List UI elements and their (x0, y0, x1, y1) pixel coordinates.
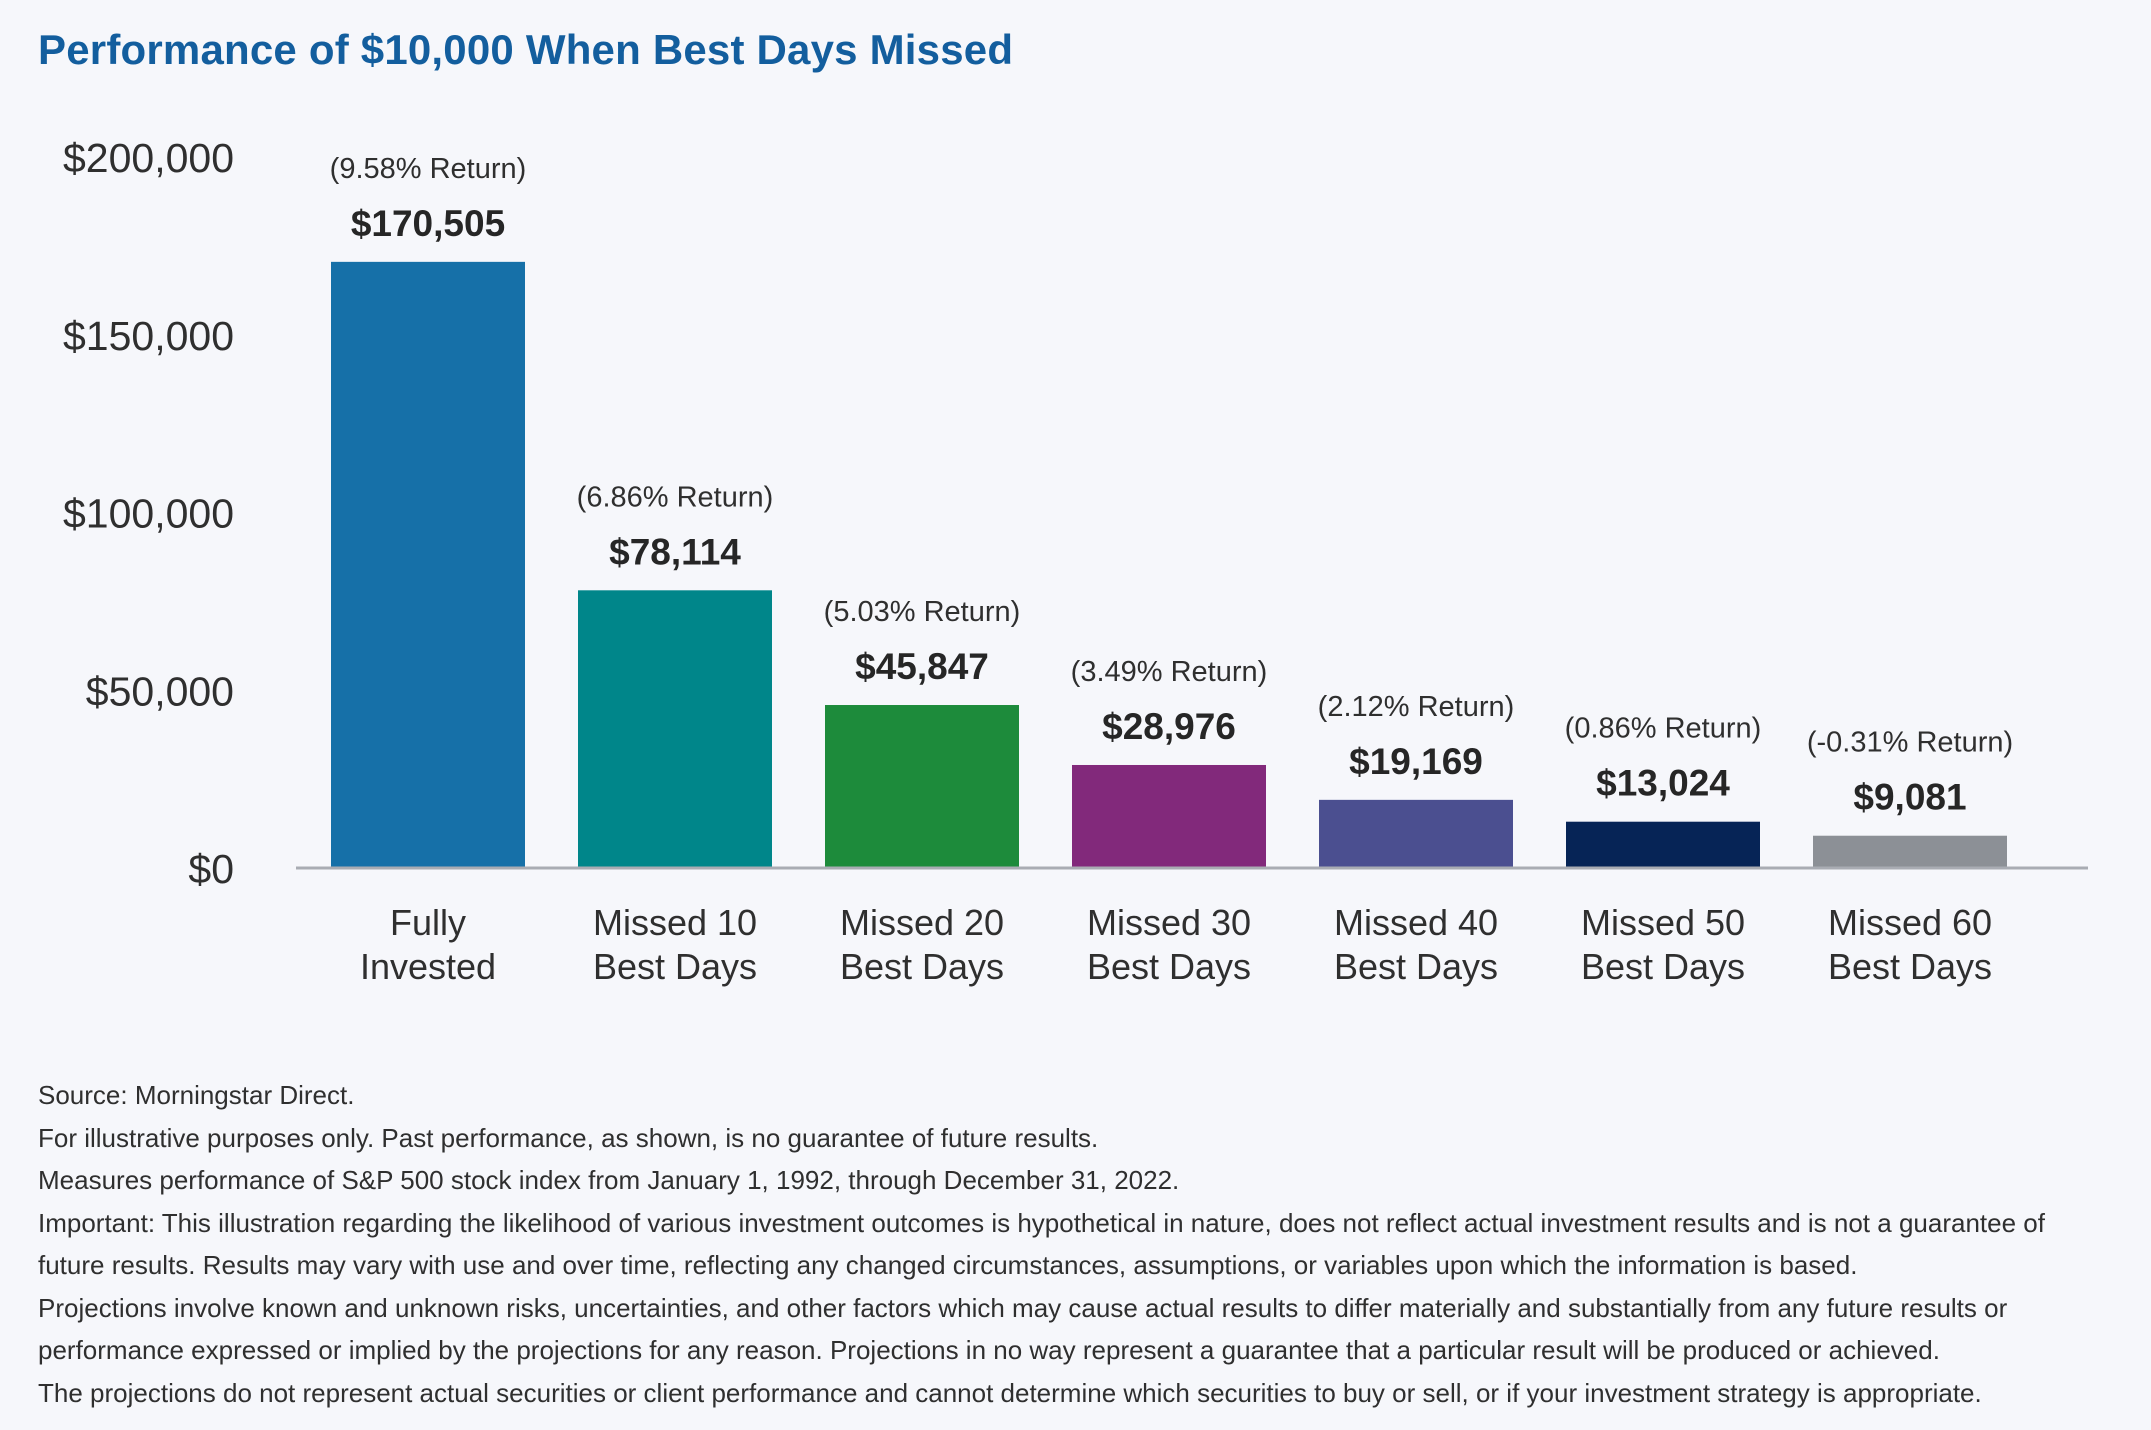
bar-value-label: $19,169 (1349, 741, 1483, 782)
x-tick-label: Missed 30 (1087, 902, 1251, 943)
chart-title: Performance of $10,000 When Best Days Mi… (38, 26, 1014, 73)
x-tick-label: Best Days (1087, 946, 1251, 987)
disclaimer-note: The projections do not represent actual … (38, 1377, 1982, 1408)
bar-return-label: (0.86% Return) (1565, 713, 1762, 745)
bar-return-label: (2.12% Return) (1318, 691, 1515, 723)
bar-0 (331, 261, 525, 868)
x-tick-label: Best Days (1828, 946, 1992, 987)
x-tick-label: Missed 40 (1334, 902, 1498, 943)
y-tick-label: $100,000 (63, 491, 234, 537)
y-tick-label: $150,000 (63, 313, 234, 359)
bar-3 (1072, 764, 1266, 868)
x-tick-label: Missed 10 (593, 902, 757, 943)
y-tick-label: $200,000 (63, 135, 234, 181)
bar-6 (1813, 835, 2007, 868)
important-note: Important: This illustration regarding t… (38, 1207, 2045, 1281)
bar-return-label: (-0.31% Return) (1807, 727, 2013, 759)
x-tick-label: Missed 60 (1828, 902, 1992, 943)
measures-note: Measures performance of S&P 500 stock in… (38, 1165, 1180, 1195)
bar-value-label: $9,081 (1853, 777, 1966, 818)
bar-value-label: $45,847 (855, 646, 989, 687)
bar-labels: $170,505 (9.58% Return) $78,114 (6.86% Retu… (330, 153, 2013, 818)
bar-1 (578, 590, 772, 868)
bar-4 (1319, 799, 1513, 868)
x-tick-label: Best Days (593, 946, 757, 987)
bar-value-label: $78,114 (609, 531, 741, 572)
y-tick-label: $50,000 (86, 668, 234, 714)
y-axis: $0 $50,000 $100,000 $150,000 $200,000 (63, 135, 234, 892)
bar-return-label: (6.86% Return) (577, 481, 774, 513)
source-note: Source: Morningstar Direct. (38, 1080, 355, 1110)
bar-return-label: (3.49% Return) (1071, 656, 1268, 688)
x-tick-label: Best Days (840, 946, 1004, 987)
x-tick-label: Invested (360, 946, 496, 987)
x-tick-label: Fully (390, 902, 466, 943)
bar-return-label: (9.58% Return) (330, 153, 527, 185)
bar-value-label: $28,976 (1102, 706, 1236, 747)
bar-value-label: $13,024 (1596, 763, 1730, 804)
footnotes: Source: Morningstar Direct. For illustra… (38, 1074, 2118, 1414)
bar-value-label: $170,505 (351, 203, 505, 244)
projections-note: Projections involve known and unknown ri… (38, 1292, 2008, 1366)
y-tick-label: $0 (188, 846, 234, 892)
bar-2 (825, 705, 1019, 868)
bar-return-label: (5.03% Return) (824, 596, 1021, 628)
bar-5 (1566, 821, 1760, 868)
x-tick-label: Missed 50 (1581, 902, 1745, 943)
x-tick-label: Missed 20 (840, 902, 1004, 943)
bar-chart: $0 $50,000 $100,000 $150,000 $200,000 $170,5… (63, 135, 2088, 987)
x-tick-label: Best Days (1581, 946, 1745, 987)
illustrative-note: For illustrative purposes only. Past per… (38, 1122, 1099, 1153)
bars (331, 261, 2007, 868)
x-tick-label: Best Days (1334, 946, 1498, 987)
